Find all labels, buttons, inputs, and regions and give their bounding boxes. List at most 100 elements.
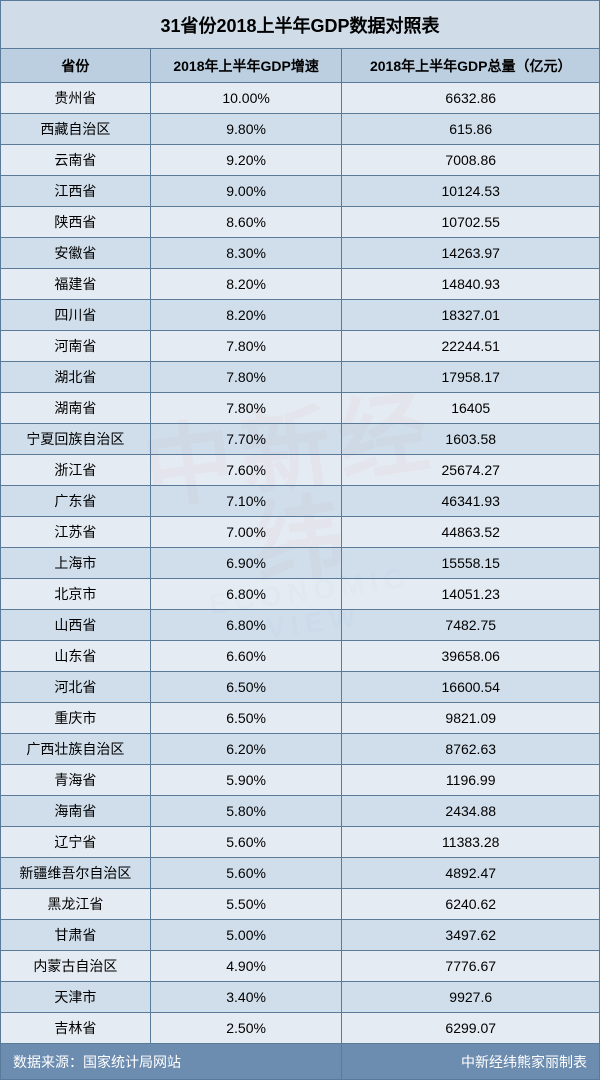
table-row: 江苏省7.00%44863.52: [1, 517, 600, 548]
cell-total: 16405: [342, 393, 600, 424]
cell-province: 新疆维吾尔自治区: [1, 858, 151, 889]
cell-total: 14051.23: [342, 579, 600, 610]
cell-province: 湖南省: [1, 393, 151, 424]
cell-province: 河北省: [1, 672, 151, 703]
cell-total: 6240.62: [342, 889, 600, 920]
table-row: 海南省5.80%2434.88: [1, 796, 600, 827]
cell-total: 2434.88: [342, 796, 600, 827]
footer-source: 数据来源：国家统计局网站: [1, 1044, 342, 1080]
cell-province: 江苏省: [1, 517, 151, 548]
cell-province: 湖北省: [1, 362, 151, 393]
col-header-province: 省份: [1, 49, 151, 83]
cell-province: 辽宁省: [1, 827, 151, 858]
col-header-total: 2018年上半年GDP总量（亿元）: [342, 49, 600, 83]
cell-growth: 5.60%: [150, 858, 342, 889]
cell-growth: 5.90%: [150, 765, 342, 796]
cell-growth: 10.00%: [150, 83, 342, 114]
cell-growth: 8.30%: [150, 238, 342, 269]
cell-province: 宁夏回族自治区: [1, 424, 151, 455]
cell-total: 7008.86: [342, 145, 600, 176]
cell-growth: 5.50%: [150, 889, 342, 920]
cell-total: 6299.07: [342, 1013, 600, 1044]
cell-growth: 8.20%: [150, 269, 342, 300]
cell-total: 14263.97: [342, 238, 600, 269]
table-row: 山西省6.80%7482.75: [1, 610, 600, 641]
table-row: 福建省8.20%14840.93: [1, 269, 600, 300]
title-row: 31省份2018上半年GDP数据对照表: [1, 1, 600, 49]
cell-total: 7776.67: [342, 951, 600, 982]
table-row: 浙江省7.60%25674.27: [1, 455, 600, 486]
cell-province: 甘肃省: [1, 920, 151, 951]
cell-province: 河南省: [1, 331, 151, 362]
cell-total: 9927.6: [342, 982, 600, 1013]
table-row: 北京市6.80%14051.23: [1, 579, 600, 610]
cell-growth: 4.90%: [150, 951, 342, 982]
table-row: 安徽省8.30%14263.97: [1, 238, 600, 269]
table-row: 青海省5.90%1196.99: [1, 765, 600, 796]
cell-total: 15558.15: [342, 548, 600, 579]
cell-province: 山西省: [1, 610, 151, 641]
table-row: 贵州省10.00%6632.86: [1, 83, 600, 114]
table-title: 31省份2018上半年GDP数据对照表: [1, 1, 600, 49]
table-row: 河南省7.80%22244.51: [1, 331, 600, 362]
table-row: 黑龙江省5.50%6240.62: [1, 889, 600, 920]
table-row: 云南省9.20%7008.86: [1, 145, 600, 176]
cell-growth: 5.60%: [150, 827, 342, 858]
cell-growth: 6.80%: [150, 579, 342, 610]
cell-growth: 6.90%: [150, 548, 342, 579]
table-row: 甘肃省5.00%3497.62: [1, 920, 600, 951]
cell-growth: 5.80%: [150, 796, 342, 827]
cell-total: 8762.63: [342, 734, 600, 765]
cell-growth: 7.60%: [150, 455, 342, 486]
cell-province: 西藏自治区: [1, 114, 151, 145]
cell-growth: 3.40%: [150, 982, 342, 1013]
cell-total: 25674.27: [342, 455, 600, 486]
cell-total: 22244.51: [342, 331, 600, 362]
table-row: 湖北省7.80%17958.17: [1, 362, 600, 393]
cell-total: 44863.52: [342, 517, 600, 548]
cell-growth: 7.00%: [150, 517, 342, 548]
cell-growth: 7.10%: [150, 486, 342, 517]
cell-growth: 2.50%: [150, 1013, 342, 1044]
cell-province: 重庆市: [1, 703, 151, 734]
cell-total: 6632.86: [342, 83, 600, 114]
cell-province: 江西省: [1, 176, 151, 207]
cell-growth: 6.20%: [150, 734, 342, 765]
cell-growth: 6.60%: [150, 641, 342, 672]
cell-growth: 7.80%: [150, 362, 342, 393]
cell-total: 18327.01: [342, 300, 600, 331]
cell-province: 青海省: [1, 765, 151, 796]
table-row: 湖南省7.80%16405: [1, 393, 600, 424]
cell-total: 46341.93: [342, 486, 600, 517]
cell-total: 17958.17: [342, 362, 600, 393]
cell-growth: 6.50%: [150, 703, 342, 734]
table-row: 江西省9.00%10124.53: [1, 176, 600, 207]
cell-province: 天津市: [1, 982, 151, 1013]
table-row: 山东省6.60%39658.06: [1, 641, 600, 672]
cell-growth: 8.20%: [150, 300, 342, 331]
cell-growth: 9.20%: [150, 145, 342, 176]
cell-growth: 6.50%: [150, 672, 342, 703]
cell-growth: 9.80%: [150, 114, 342, 145]
cell-growth: 6.80%: [150, 610, 342, 641]
cell-province: 安徽省: [1, 238, 151, 269]
footer-credit: 中新经纬熊家丽制表: [342, 1044, 600, 1080]
cell-growth: 9.00%: [150, 176, 342, 207]
table-row: 天津市3.40%9927.6: [1, 982, 600, 1013]
table-body: 贵州省10.00%6632.86西藏自治区9.80%615.86云南省9.20%…: [1, 83, 600, 1044]
cell-province: 贵州省: [1, 83, 151, 114]
cell-total: 4892.47: [342, 858, 600, 889]
cell-province: 山东省: [1, 641, 151, 672]
cell-growth: 7.70%: [150, 424, 342, 455]
cell-total: 14840.93: [342, 269, 600, 300]
cell-province: 海南省: [1, 796, 151, 827]
cell-total: 16600.54: [342, 672, 600, 703]
cell-province: 陕西省: [1, 207, 151, 238]
gdp-table: 31省份2018上半年GDP数据对照表 省份 2018年上半年GDP增速 201…: [0, 0, 600, 1080]
table-row: 辽宁省5.60%11383.28: [1, 827, 600, 858]
table-row: 内蒙古自治区4.90%7776.67: [1, 951, 600, 982]
table-row: 广东省7.10%46341.93: [1, 486, 600, 517]
cell-total: 3497.62: [342, 920, 600, 951]
table-row: 新疆维吾尔自治区5.60%4892.47: [1, 858, 600, 889]
cell-total: 11383.28: [342, 827, 600, 858]
